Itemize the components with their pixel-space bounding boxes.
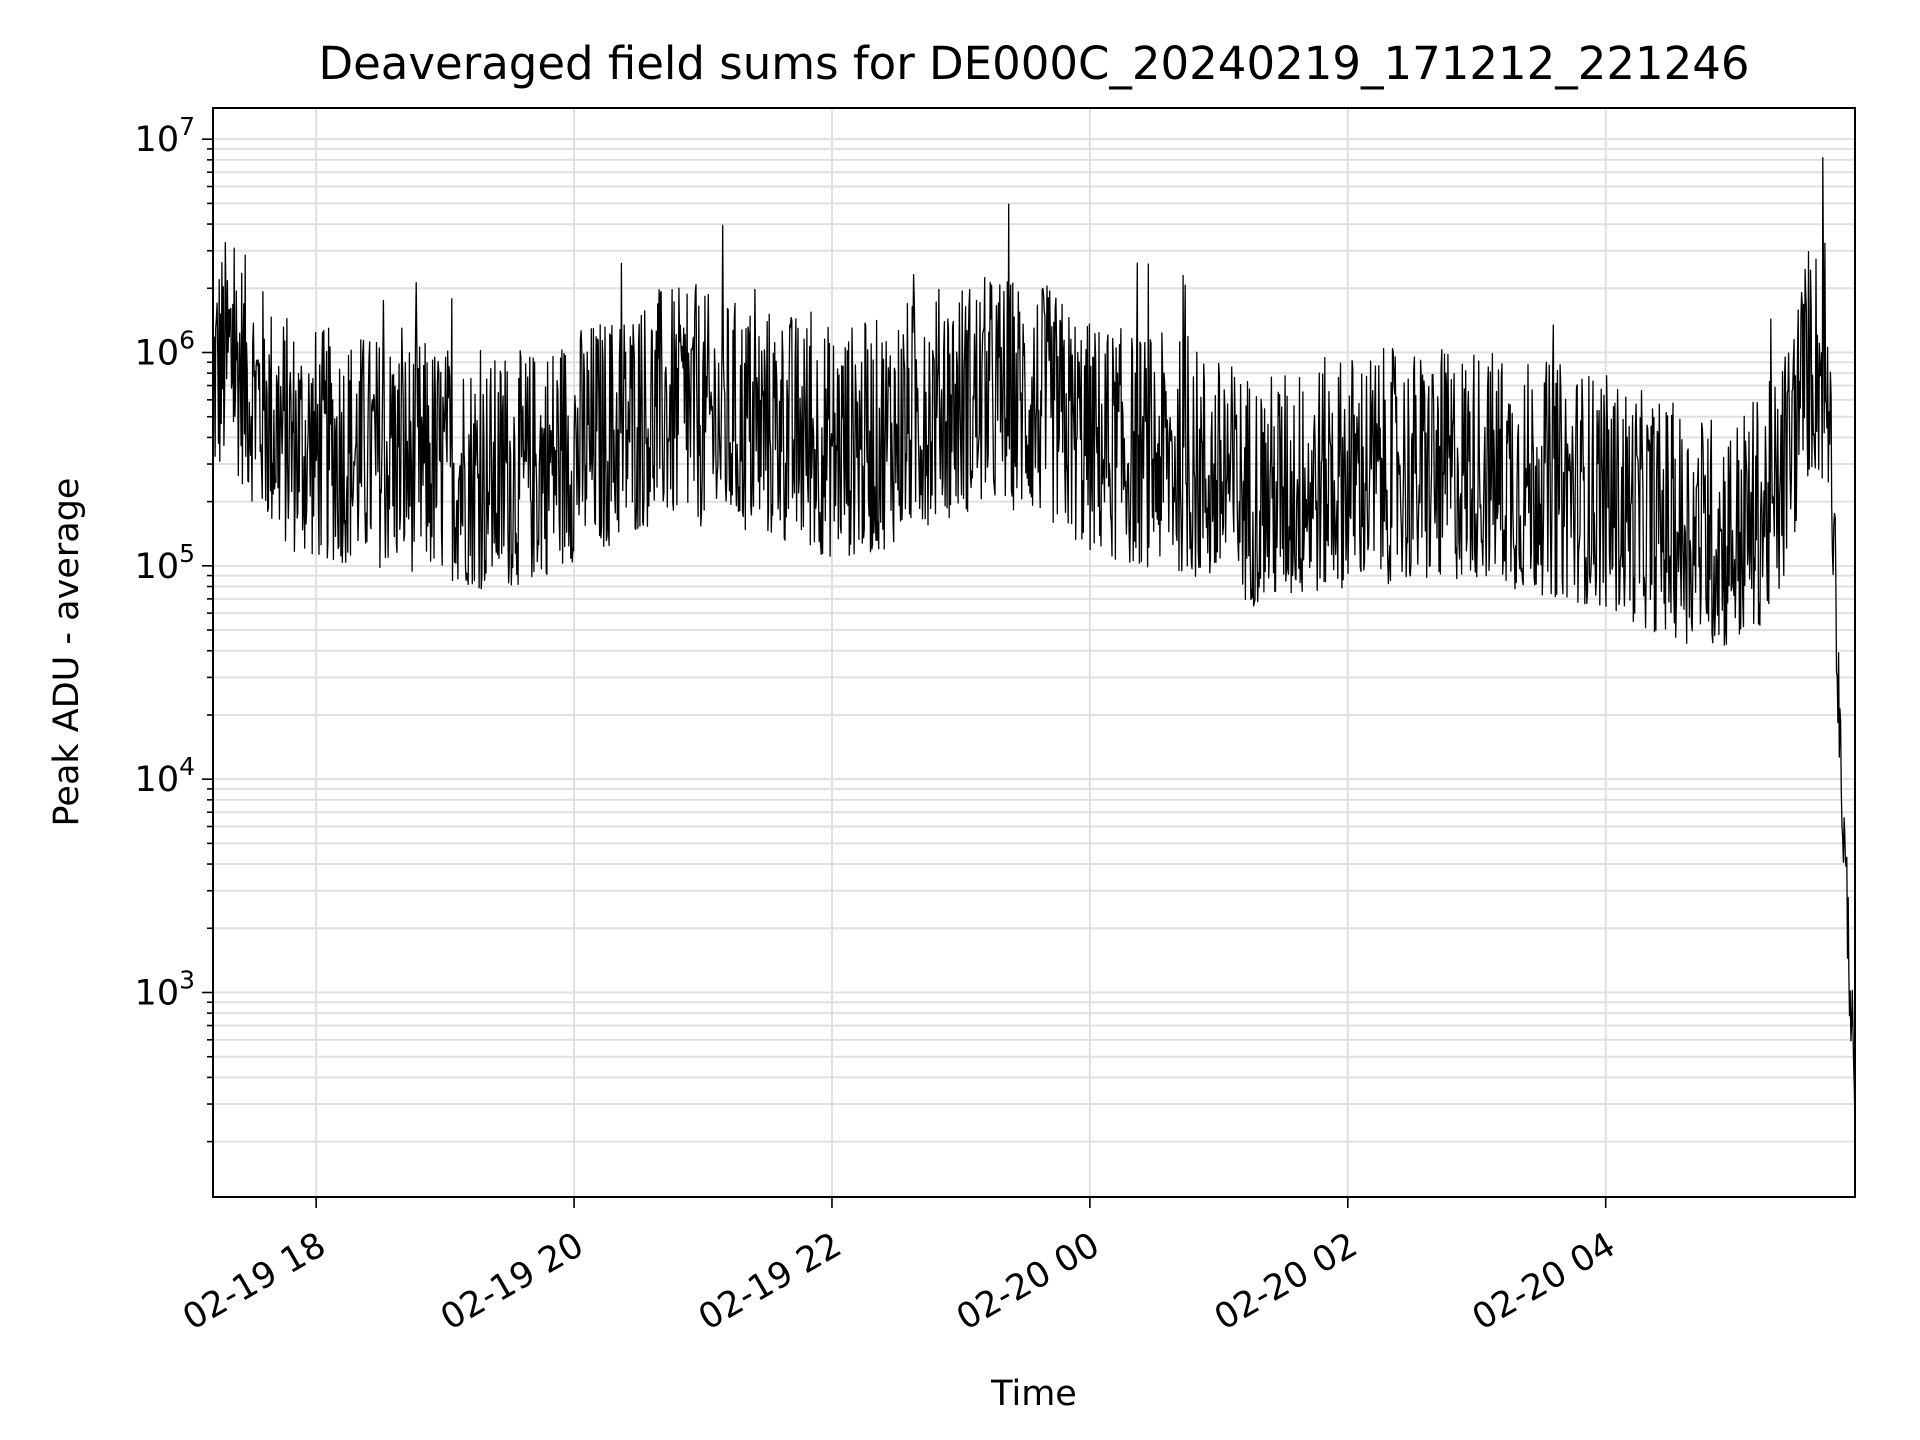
y-tick-label: 104 [135, 752, 195, 800]
x-tick-label: 02-19 18 [176, 1225, 332, 1338]
x-tick-label: 02-19 22 [692, 1225, 848, 1338]
x-tick-label: 02-20 04 [1466, 1225, 1622, 1338]
y-tick-label: 107 [135, 112, 195, 160]
chart-title: Deaveraged field sums for DE000C_2024021… [318, 37, 1749, 90]
y-tick-label: 105 [135, 539, 195, 587]
y-axis: 103 104 105 106 107 [135, 112, 213, 1143]
plot-frame [212, 107, 1856, 1198]
y-tick-label: 103 [135, 965, 195, 1013]
x-tick-label: 02-20 02 [1208, 1225, 1364, 1338]
x-axis: 02-19 18 02-19 20 02-19 22 02-20 00 02-20 02… [176, 1197, 1622, 1338]
x-tick-label: 02-19 20 [434, 1225, 590, 1338]
y-tick-label: 106 [135, 326, 195, 374]
grid [213, 108, 1855, 1197]
x-tick-label: 02-20 00 [950, 1225, 1106, 1338]
series-layer [212, 156, 1856, 1124]
y-axis-label: Peak ADU - average [47, 478, 87, 827]
x-axis-label: Time [990, 1374, 1077, 1414]
series-line [212, 156, 1856, 1124]
